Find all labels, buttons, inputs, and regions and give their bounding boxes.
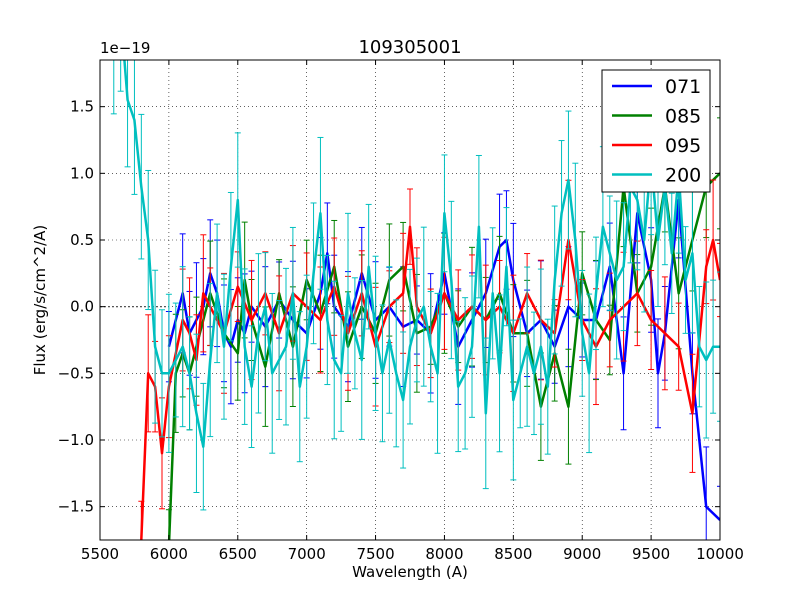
x-tick-label: 5500 (81, 545, 119, 563)
x-tick-label: 9500 (632, 545, 670, 563)
x-tick-label: 8500 (494, 545, 532, 563)
legend-label-085: 085 (665, 106, 701, 128)
legend-box (601, 69, 711, 193)
series-200 (110, 60, 720, 511)
y-tick-label: 1.0 (70, 164, 94, 182)
x-tick-label: 8000 (425, 545, 463, 563)
y-tick-label: −1.5 (58, 498, 94, 516)
legend-label-200: 200 (665, 165, 701, 187)
x-tick-label: 7500 (356, 545, 394, 563)
y-tick-label: −1.0 (58, 431, 94, 449)
x-tick-label: 9000 (563, 545, 601, 563)
y-tick-label: 0.0 (70, 298, 94, 316)
series-line-200 (123, 60, 720, 448)
legend-label-095: 095 (665, 135, 701, 157)
y-scale-offset: 1e−19 (100, 39, 150, 57)
y-tick-label: −0.5 (58, 364, 94, 382)
legend-label-071: 071 (665, 76, 701, 98)
x-tick-label: 6500 (219, 545, 257, 563)
legend: 071 085 095 200 (601, 69, 711, 193)
y-axis-label: Flux (erg/s/cm^2/A) (31, 225, 49, 376)
x-axis-label: Wavelength (A) (352, 563, 468, 581)
y-tick-label: 1.5 (70, 98, 94, 116)
ticks: 5500 6000 6500 7000 7500 8000 8500 9000 9500 1000… (58, 60, 744, 563)
x-tick-label: 7000 (288, 545, 326, 563)
x-tick-label: 10000 (696, 545, 744, 563)
y-tick-label: 0.5 (70, 231, 94, 249)
axes-frame (99, 59, 721, 541)
x-tick-label: 6000 (150, 545, 188, 563)
chart-title: 109305001 (358, 37, 461, 58)
